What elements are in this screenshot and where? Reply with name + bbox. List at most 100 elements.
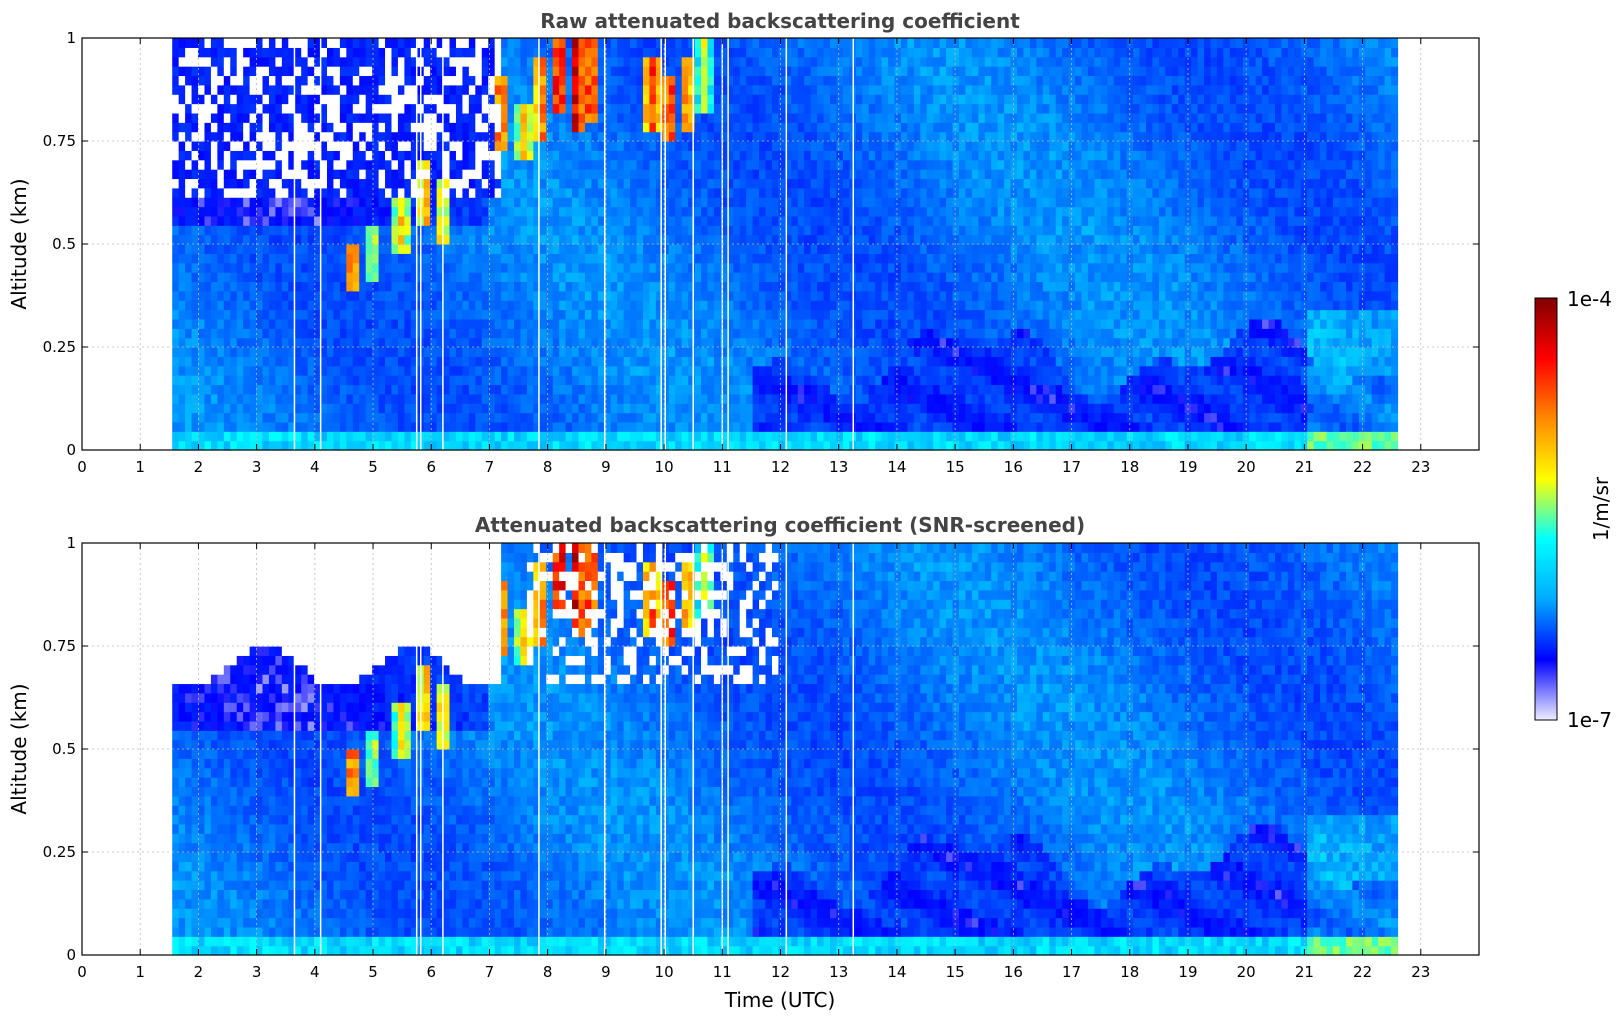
heatmap-cell	[784, 94, 792, 105]
heatmap-cell	[494, 94, 502, 105]
heatmap-cell	[688, 215, 696, 226]
heatmap-cell	[481, 290, 489, 301]
heatmap-cell	[210, 356, 218, 367]
heatmap-cell	[204, 75, 212, 86]
heatmap-cell	[720, 421, 728, 432]
heatmap-cell	[675, 234, 683, 245]
heatmap-cell	[275, 337, 283, 348]
heatmap-cell	[552, 38, 560, 48]
heatmap-cell	[784, 365, 792, 376]
heatmap-cell	[823, 112, 831, 123]
heatmap-cell	[223, 347, 231, 357]
heatmap-cell	[584, 262, 592, 273]
heatmap-cell	[281, 197, 289, 208]
heatmap-cell	[262, 112, 270, 123]
heatmap-cell	[410, 253, 418, 264]
heatmap-cell	[385, 103, 393, 114]
heatmap-cell	[281, 215, 289, 226]
heatmap-cell	[327, 56, 335, 67]
heatmap-cell	[842, 225, 850, 236]
heatmap-cell	[862, 328, 870, 339]
heatmap-cell	[888, 47, 896, 58]
heatmap-cell	[688, 103, 696, 114]
heatmap-cell	[778, 403, 786, 414]
heatmap-cell	[720, 253, 728, 264]
heatmap-cell	[720, 300, 728, 311]
heatmap-cell	[520, 75, 528, 86]
heatmap-cell	[230, 150, 238, 161]
heatmap-cell	[862, 94, 870, 105]
heatmap-cell	[597, 403, 605, 414]
heatmap-cell	[501, 253, 509, 264]
heatmap-cell	[617, 403, 625, 414]
heatmap-cell	[817, 403, 825, 414]
heatmap-cell	[346, 94, 354, 105]
heatmap-cell	[636, 225, 644, 236]
heatmap-cell	[301, 66, 309, 77]
heatmap-cell	[236, 281, 244, 292]
heatmap-cell	[752, 178, 760, 189]
heatmap-cell	[630, 75, 638, 86]
heatmap-cell	[443, 318, 451, 329]
heatmap-cell	[249, 75, 257, 86]
heatmap-cell	[281, 66, 289, 77]
heatmap-cell	[726, 281, 734, 292]
heatmap-cell	[642, 150, 651, 161]
heatmap-cell	[559, 309, 567, 320]
heatmap-cell	[875, 384, 883, 395]
heatmap-cell	[591, 103, 599, 114]
heatmap-cell	[404, 328, 412, 339]
heatmap-cell	[397, 272, 405, 283]
heatmap-cell	[468, 365, 476, 376]
heatmap-cell	[630, 375, 638, 386]
heatmap-cell	[333, 300, 341, 311]
heatmap-cell	[501, 431, 509, 442]
heatmap-cell	[281, 375, 289, 386]
heatmap-cell	[204, 347, 212, 357]
heatmap-cell	[539, 309, 547, 320]
heatmap-cell	[268, 253, 277, 264]
heatmap-cell	[378, 66, 386, 77]
heatmap-cell	[797, 225, 805, 236]
heatmap-cell	[630, 150, 638, 161]
heatmap-cell	[797, 356, 805, 367]
heatmap-cell	[617, 272, 625, 283]
heatmap-cell	[559, 375, 567, 386]
heatmap-cell	[591, 112, 599, 123]
heatmap-cell	[217, 421, 225, 432]
heatmap-cell	[875, 365, 883, 376]
heatmap-cell	[739, 75, 747, 86]
heatmap-cell	[443, 215, 451, 226]
heatmap-cell	[552, 75, 560, 86]
heatmap-cell	[610, 347, 618, 357]
heatmap-cell	[668, 384, 676, 395]
heatmap-cell	[584, 112, 592, 123]
heatmap-cell	[217, 272, 225, 283]
heatmap-cell	[759, 375, 767, 386]
heatmap-cell	[778, 272, 786, 283]
heatmap-cell	[327, 412, 335, 423]
heatmap-cell	[623, 290, 631, 301]
heatmap-cell	[198, 56, 206, 67]
heatmap-cell	[455, 66, 464, 77]
heatmap-cell	[655, 412, 663, 423]
heatmap-cell	[307, 281, 315, 292]
heatmap-cell	[778, 169, 786, 180]
heatmap-cell	[830, 225, 838, 236]
heatmap-cell	[675, 141, 683, 151]
heatmap-cell	[649, 403, 657, 414]
heatmap-cell	[675, 281, 683, 292]
heatmap-cell	[223, 169, 231, 180]
heatmap-cell	[610, 169, 618, 180]
heatmap-cell	[778, 84, 786, 95]
heatmap-cell	[804, 206, 812, 217]
heatmap-cell	[804, 122, 812, 133]
heatmap-cell	[210, 431, 218, 442]
heatmap-cell	[204, 337, 212, 348]
heatmap-cell	[178, 197, 186, 208]
heatmap-cell	[546, 393, 554, 404]
heatmap-cell	[720, 215, 728, 226]
heatmap-cell	[610, 272, 618, 283]
heatmap-cell	[746, 253, 754, 264]
heatmap-cell	[256, 47, 264, 58]
